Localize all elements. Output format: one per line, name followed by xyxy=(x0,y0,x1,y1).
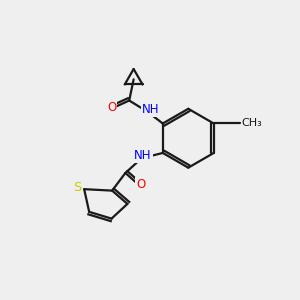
Text: CH₃: CH₃ xyxy=(242,118,262,128)
Text: S: S xyxy=(74,181,82,194)
Text: NH: NH xyxy=(134,149,152,162)
Text: O: O xyxy=(107,101,116,114)
Text: NH: NH xyxy=(142,103,160,116)
Text: O: O xyxy=(136,178,146,191)
